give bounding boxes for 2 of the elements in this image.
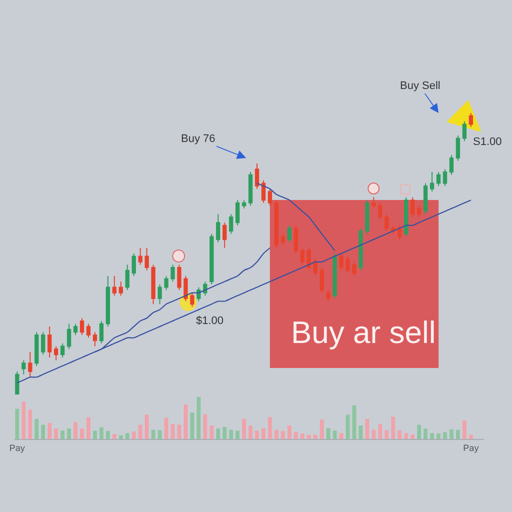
x-tick-label: Pay xyxy=(463,442,480,453)
x-tick-label: Pay xyxy=(9,442,26,453)
